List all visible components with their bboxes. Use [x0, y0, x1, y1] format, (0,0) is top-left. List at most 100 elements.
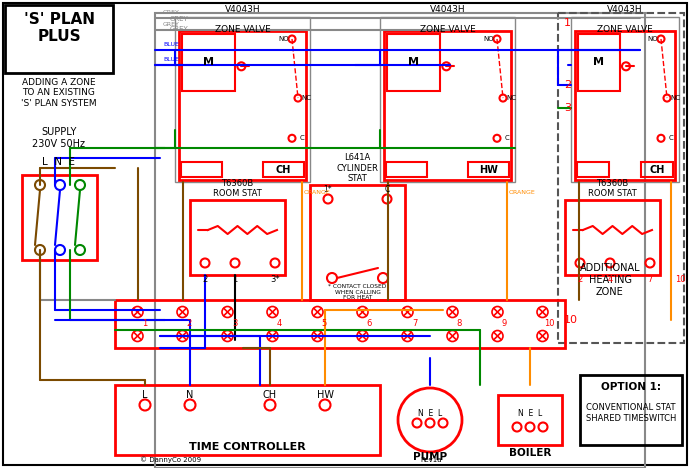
Text: N: N	[186, 390, 194, 400]
Circle shape	[413, 418, 422, 427]
Text: 2: 2	[578, 276, 582, 285]
Bar	[310, 185, 405, 300]
Circle shape	[382, 195, 391, 204]
Circle shape	[55, 180, 65, 190]
Text: 'S' PLAN
PLUS: 'S' PLAN PLUS	[23, 12, 95, 44]
Circle shape	[184, 400, 195, 410]
Text: 6: 6	[367, 320, 372, 329]
Bar	[469, 162, 509, 177]
Text: L  N  E: L N E	[43, 157, 75, 167]
Bar	[190, 200, 285, 275]
Circle shape	[493, 135, 500, 142]
Text: © DannyCo 2009: © DannyCo 2009	[140, 457, 201, 463]
Circle shape	[324, 195, 333, 204]
Circle shape	[75, 245, 85, 255]
Circle shape	[402, 330, 413, 342]
Text: HW: HW	[317, 390, 333, 400]
Circle shape	[312, 330, 323, 342]
Text: 10: 10	[544, 320, 555, 329]
Bar	[558, 13, 684, 343]
Text: 7: 7	[412, 320, 417, 329]
Text: 1: 1	[233, 276, 237, 285]
Text: 5: 5	[322, 320, 327, 329]
Bar	[155, 13, 645, 468]
Bar	[22, 175, 97, 260]
Text: ORANGE: ORANGE	[304, 190, 331, 196]
Circle shape	[646, 258, 655, 268]
Circle shape	[177, 307, 188, 317]
Circle shape	[201, 258, 210, 268]
Circle shape	[658, 135, 664, 142]
Text: CH: CH	[276, 165, 291, 175]
Text: 3: 3	[564, 103, 571, 113]
Bar	[387, 34, 440, 91]
Text: NC: NC	[506, 95, 516, 101]
Text: C: C	[504, 135, 509, 141]
Text: N  E  L: N E L	[418, 409, 442, 417]
Text: OPTION 1:: OPTION 1:	[601, 382, 661, 392]
Circle shape	[75, 180, 85, 190]
Text: V4043H: V4043H	[430, 5, 465, 14]
Text: 10: 10	[564, 315, 578, 325]
Text: 3*: 3*	[270, 276, 280, 285]
Text: ORANGE: ORANGE	[509, 190, 535, 196]
Bar	[498, 395, 562, 445]
Circle shape	[319, 400, 331, 410]
Text: CONVENTIONAL STAT
SHARED TIMESWITCH: CONVENTIONAL STAT SHARED TIMESWITCH	[586, 403, 676, 423]
Text: NO: NO	[484, 36, 494, 42]
Bar	[264, 162, 304, 177]
Text: HW: HW	[480, 165, 498, 175]
Bar	[5, 5, 113, 73]
Text: ADDITIONAL
HEATING
ZONE: ADDITIONAL HEATING ZONE	[580, 263, 640, 297]
Circle shape	[35, 245, 45, 255]
Text: * CONTACT CLOSED
WHEN CALLING
FOR HEAT: * CONTACT CLOSED WHEN CALLING FOR HEAT	[328, 284, 386, 300]
Circle shape	[500, 95, 506, 102]
Text: ZONE VALVE: ZONE VALVE	[420, 25, 475, 34]
Text: 4: 4	[607, 276, 613, 285]
Text: NC: NC	[670, 95, 680, 101]
Text: C: C	[384, 185, 390, 195]
Circle shape	[492, 307, 503, 317]
Text: T6360B
ROOM STAT: T6360B ROOM STAT	[588, 179, 637, 198]
Circle shape	[312, 307, 323, 317]
Text: 1: 1	[142, 320, 147, 329]
Text: M: M	[203, 57, 214, 67]
Text: 9: 9	[502, 320, 507, 329]
Text: L641A
CYLINDER
STAT: L641A CYLINDER STAT	[337, 153, 378, 183]
Text: 4: 4	[277, 320, 282, 329]
Text: M: M	[593, 57, 604, 67]
Circle shape	[537, 307, 548, 317]
Bar	[386, 162, 426, 177]
Text: ZONE VALVE: ZONE VALVE	[215, 25, 270, 34]
Bar	[641, 162, 673, 177]
Text: GREY: GREY	[163, 10, 180, 15]
Circle shape	[230, 258, 239, 268]
Circle shape	[492, 330, 503, 342]
Circle shape	[270, 258, 279, 268]
Circle shape	[398, 388, 462, 452]
Text: 2: 2	[202, 276, 208, 285]
Text: 7: 7	[647, 276, 653, 285]
Text: V4043H: V4043H	[607, 5, 643, 14]
Bar	[175, 17, 310, 182]
Circle shape	[357, 307, 368, 317]
Text: 8: 8	[457, 320, 462, 329]
Text: BLUE: BLUE	[163, 42, 179, 47]
Text: TIME CONTROLLER: TIME CONTROLLER	[189, 442, 306, 452]
Text: 10: 10	[675, 276, 685, 285]
Bar	[181, 162, 221, 177]
Circle shape	[658, 36, 664, 43]
Circle shape	[288, 36, 295, 43]
Circle shape	[378, 273, 388, 283]
Text: BOILER: BOILER	[509, 448, 551, 458]
Text: NC: NC	[301, 95, 311, 101]
Text: GREY: GREY	[170, 26, 189, 32]
Circle shape	[267, 307, 278, 317]
Text: Rev1a: Rev1a	[420, 457, 442, 463]
Text: GREY: GREY	[170, 16, 189, 22]
Text: NO: NO	[648, 36, 658, 42]
Text: C: C	[669, 135, 673, 141]
Bar	[380, 17, 515, 182]
Circle shape	[442, 62, 451, 70]
Circle shape	[295, 95, 302, 102]
